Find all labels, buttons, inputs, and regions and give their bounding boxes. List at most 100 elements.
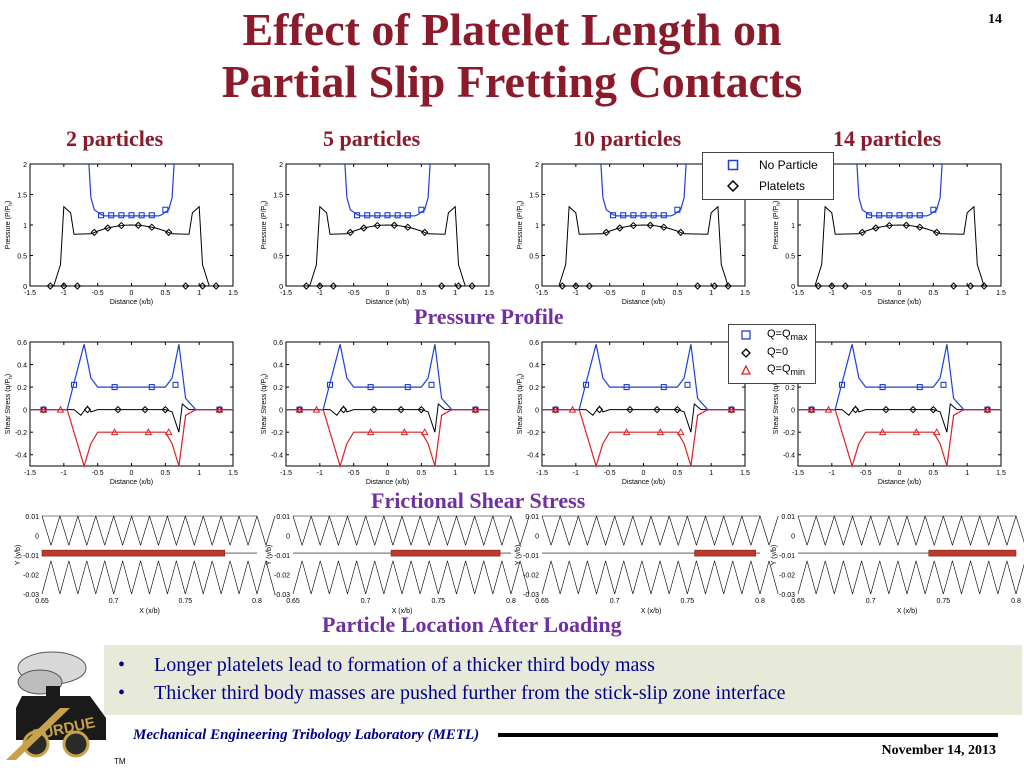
mesh-line [768,515,779,546]
marker-q-min [56,405,65,413]
marker-q-min [807,405,816,413]
mesh-line [365,515,376,546]
mesh-line [483,560,494,595]
mesh-line [68,515,79,546]
mesh-line [870,560,881,595]
y-axis-label-sub: h [8,376,14,379]
marker-no-particle [374,212,381,219]
marker-q-max [172,381,179,388]
marker-q-min [295,405,304,413]
mesh-line [687,515,697,546]
mesh-line [220,560,231,595]
y-tick-label: -0.03 [523,592,539,599]
x-tick-label: 0.7 [109,598,119,605]
plot-frame [285,341,490,467]
mesh-line [768,560,779,595]
mesh-line [202,560,213,595]
mesh-line [705,515,715,546]
mesh-line [456,560,466,595]
mesh-line [410,560,421,595]
mesh-line [229,560,240,595]
mesh-line [677,515,688,546]
marker-q-max [879,384,886,391]
mesh-line [568,515,579,546]
y-tick-label: 1.5 [17,193,27,200]
x-tick-label: -0.5 [348,470,360,477]
section-pressure-profile: Pressure Profile [414,304,564,329]
mesh-line [86,560,97,595]
mesh-line [897,560,908,595]
mesh-line [319,560,330,595]
particle-location-chart: 0.01 0 -0.01 -0.02 -0.030.65 0.7 0.75 0.8 X (x/b… [515,514,779,615]
marker-q-min [912,428,921,436]
y-tick-label: -0.02 [523,573,539,580]
legend-diamond-icon [726,179,740,195]
series-line-platelets [30,205,233,287]
particle-band [41,549,226,557]
y-tick-label: 0.5 [529,254,539,261]
x-axis-label: Distance (x/b) [622,479,665,486]
mesh-line [59,515,70,546]
mesh-line [614,560,625,595]
x-tick-label: 0.5 [672,290,682,297]
x-tick-label: -1.5 [280,470,292,477]
marker-q-min [164,428,173,436]
marker-platelets [885,221,894,230]
y-tick-label: 0.2 [273,385,283,392]
marker-platelets [949,282,958,290]
mesh-line [356,560,366,595]
mesh-line [988,515,999,546]
x-tick-label: -0.5 [860,290,872,297]
mesh-line [401,515,412,546]
legend-q-min: Q=Qmin [767,363,806,378]
marker-platelets [148,223,156,231]
marker-platelets [316,282,324,290]
y-axis-label-close: ) [517,374,524,376]
y-axis-label: Pressure (P/Ph) [773,201,782,250]
mesh-line [131,560,141,595]
x-tick-label: 1.5 [996,470,1006,477]
x-tick-label: -1.5 [24,290,36,297]
marker-q-min [215,405,224,413]
marker-no-particle [138,212,145,219]
mesh-line [806,515,817,546]
mesh-line [705,560,715,595]
y-axis-label-sub: h [264,376,270,379]
x-tick-label: 0.5 [416,290,426,297]
mesh-line [596,560,606,595]
mesh-line [696,560,706,595]
mesh-line [238,560,249,595]
mesh-line [410,515,421,546]
y-axis-label-close: ) [5,201,12,203]
mesh-line [77,560,88,595]
y-tick-label: -0.01 [23,553,39,560]
x-tick-label: 1.5 [484,290,494,297]
mesh-line [438,515,448,546]
mesh-line [140,515,150,546]
x-tick-label: -1 [573,290,579,297]
marker-q-max [684,381,691,388]
x-tick-label: 0.75 [432,598,446,605]
x-tick-label: -1 [829,290,835,297]
marker-platelets [212,282,220,290]
mesh-line [428,560,439,595]
y-tick-label: -0.2 [271,430,283,437]
mesh-line [456,515,466,546]
bullet-item: Longer platelets lead to formation of a … [118,651,1022,679]
plot-frame [797,341,1002,467]
mesh-line [578,560,588,595]
marker-q-zero [653,405,661,414]
mesh-line [915,515,926,546]
y-axis-label: Y (y/b) [15,545,22,566]
marker-platelets [858,228,866,237]
series-line-no-particle [856,163,943,217]
marker-no-particle [404,212,411,219]
marker-q-min [656,428,665,436]
mesh-line [870,515,881,546]
marker-q-max [326,381,334,388]
column-header-10-particles: 10 particles [573,126,682,151]
mesh-line [834,515,844,546]
y-tick-label: -0.03 [274,592,290,599]
mesh-line [659,560,670,595]
mesh-line [641,515,652,546]
